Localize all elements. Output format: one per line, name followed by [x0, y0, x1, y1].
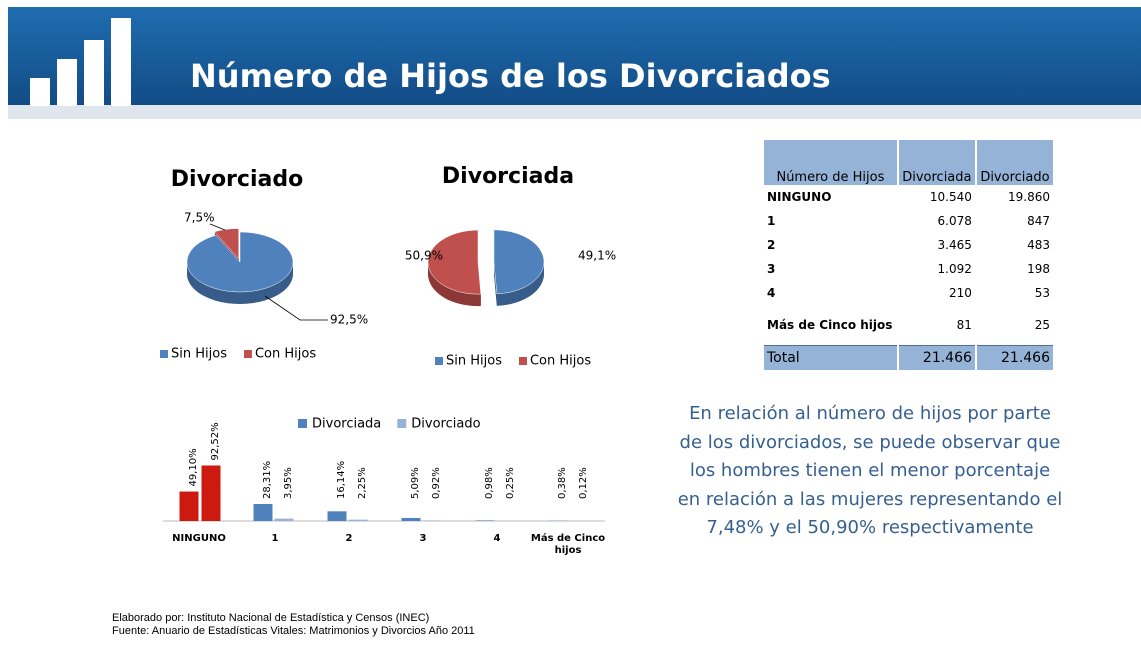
legend-label: Sin Hijos	[446, 354, 502, 369]
table-header: Divorciado	[976, 140, 1053, 185]
table-cell: 10.540	[929, 190, 972, 204]
chart-title: Divorciada	[442, 164, 574, 189]
legend-swatch	[397, 419, 407, 428]
x-tick-label: 4	[493, 533, 501, 544]
data-label: 2,25%	[357, 467, 368, 499]
data-label: 16,14%	[336, 461, 347, 499]
table-row: 4 210 53	[764, 281, 1053, 305]
footer-line: Elaborado por: Instituto Nacional de Est…	[112, 612, 430, 624]
table-cell: 4	[767, 286, 776, 300]
data-label: 0,92%	[431, 467, 442, 499]
table-row: 3 1.092 198	[764, 257, 1053, 281]
footer-line: Fuente: Anuario de Estadísticas Vitales:…	[112, 625, 475, 637]
pie-slice	[214, 228, 239, 260]
data-label: 0,12%	[578, 467, 589, 499]
legend-swatch	[298, 419, 307, 428]
table-cell: 19.860	[1008, 190, 1050, 204]
legend-label: Con Hijos	[530, 354, 591, 369]
table-row: 2 3.465 483	[764, 233, 1053, 257]
table-header: Divorciada	[898, 140, 975, 185]
table-cell: 21.466	[976, 345, 1053, 370]
x-tick-label: 3	[419, 533, 427, 544]
data-label: 0,98%	[484, 467, 495, 499]
data-label: 49,10%	[188, 448, 199, 486]
table-cell: 198	[1027, 262, 1050, 276]
table-cell: 3	[767, 262, 776, 276]
pie-slice	[427, 229, 482, 295]
text-line: los hombres tienen el menor porcentaje	[689, 460, 1051, 481]
table-cell: 53	[1034, 286, 1050, 300]
bar	[475, 520, 495, 521]
legend-label: Divorciado	[411, 417, 480, 432]
data-table: Número de Hijos Divorciada Divorciado NI…	[762, 140, 1055, 370]
legend-label: Sin Hijos	[171, 347, 227, 362]
x-tick-label: 2	[345, 533, 353, 544]
bar	[201, 465, 221, 521]
table-cell: 25	[1034, 318, 1050, 332]
data-label: 92,5%	[330, 313, 368, 327]
table-cell: 6.078	[937, 214, 972, 228]
header-shadow	[8, 105, 1141, 119]
table-cell: Más de Cinco hijos	[767, 317, 893, 332]
data-label: 7,5%	[184, 211, 215, 225]
data-label: 50,9%	[405, 249, 443, 263]
data-label: 0,38%	[557, 467, 568, 499]
table-cell: 21.466	[898, 345, 975, 370]
chart-title: Divorciado	[171, 167, 303, 192]
data-label: 5,09%	[410, 467, 421, 499]
table-row: 1 6.078 847	[764, 209, 1053, 233]
data-label: 49,1%	[578, 249, 616, 263]
text-line: En relación al número de hijos por parte	[689, 403, 1051, 424]
logo-bars	[30, 18, 131, 106]
x-tick-label: Más de Cinco hijos	[530, 533, 606, 556]
table-cell: 81	[956, 318, 972, 332]
table-cell: Total	[764, 345, 897, 370]
legend-swatch	[518, 357, 527, 365]
text-line: en relación a las mujeres representando …	[677, 488, 1063, 510]
leader-line	[209, 223, 226, 231]
footer: Elaborado por: Instituto Nacional de Est…	[112, 612, 475, 638]
data-label: 28,31%	[262, 461, 273, 499]
bar	[274, 518, 294, 521]
pie-slice	[493, 229, 545, 295]
data-label: 92,52%	[210, 422, 221, 460]
table-cell: 1.092	[937, 262, 972, 276]
x-tick-label: NINGUNO	[172, 533, 226, 544]
pie-slice	[186, 231, 294, 293]
header-band	[8, 7, 1141, 105]
bar	[253, 504, 273, 521]
table-cell: 847	[1027, 214, 1050, 228]
data-label: 0,25%	[505, 467, 516, 499]
bar	[422, 520, 442, 521]
legend-label: Con Hijos	[255, 347, 316, 362]
leader-line	[264, 295, 328, 321]
table-header: Número de Hijos	[764, 140, 897, 185]
bar	[327, 511, 347, 521]
bar	[179, 491, 199, 521]
legend-swatch	[243, 350, 252, 358]
text-line: 7,48% y el 50,90% respectivamente	[706, 517, 1034, 538]
table-row: Total 21.466 21.466	[764, 345, 1053, 370]
table-row: Más de Cinco hijos 81 25	[764, 305, 1053, 345]
page-title: Número de Hijos de los Divorciados	[190, 57, 831, 95]
table-cell: NINGUNO	[767, 190, 832, 204]
table-row: NINGUNO 10.540 19.860	[764, 185, 1053, 209]
bar	[401, 517, 421, 521]
text-line: de los divorciados, se puede observar qu…	[679, 431, 1061, 453]
legend-swatch	[160, 350, 168, 358]
table-cell: 2	[767, 238, 776, 252]
legend-label: Divorciada	[312, 417, 381, 432]
description: En relación al número de hijos por parte…	[660, 400, 1080, 543]
table-cell: 3.465	[937, 238, 972, 252]
table-cell: 1	[767, 214, 776, 228]
legend-swatch	[435, 357, 443, 365]
table-cell: 483	[1027, 238, 1050, 252]
bar	[348, 519, 368, 521]
x-tick-label: 1	[271, 533, 279, 544]
data-label: 3,95%	[283, 467, 294, 499]
table-cell: 210	[949, 286, 972, 300]
